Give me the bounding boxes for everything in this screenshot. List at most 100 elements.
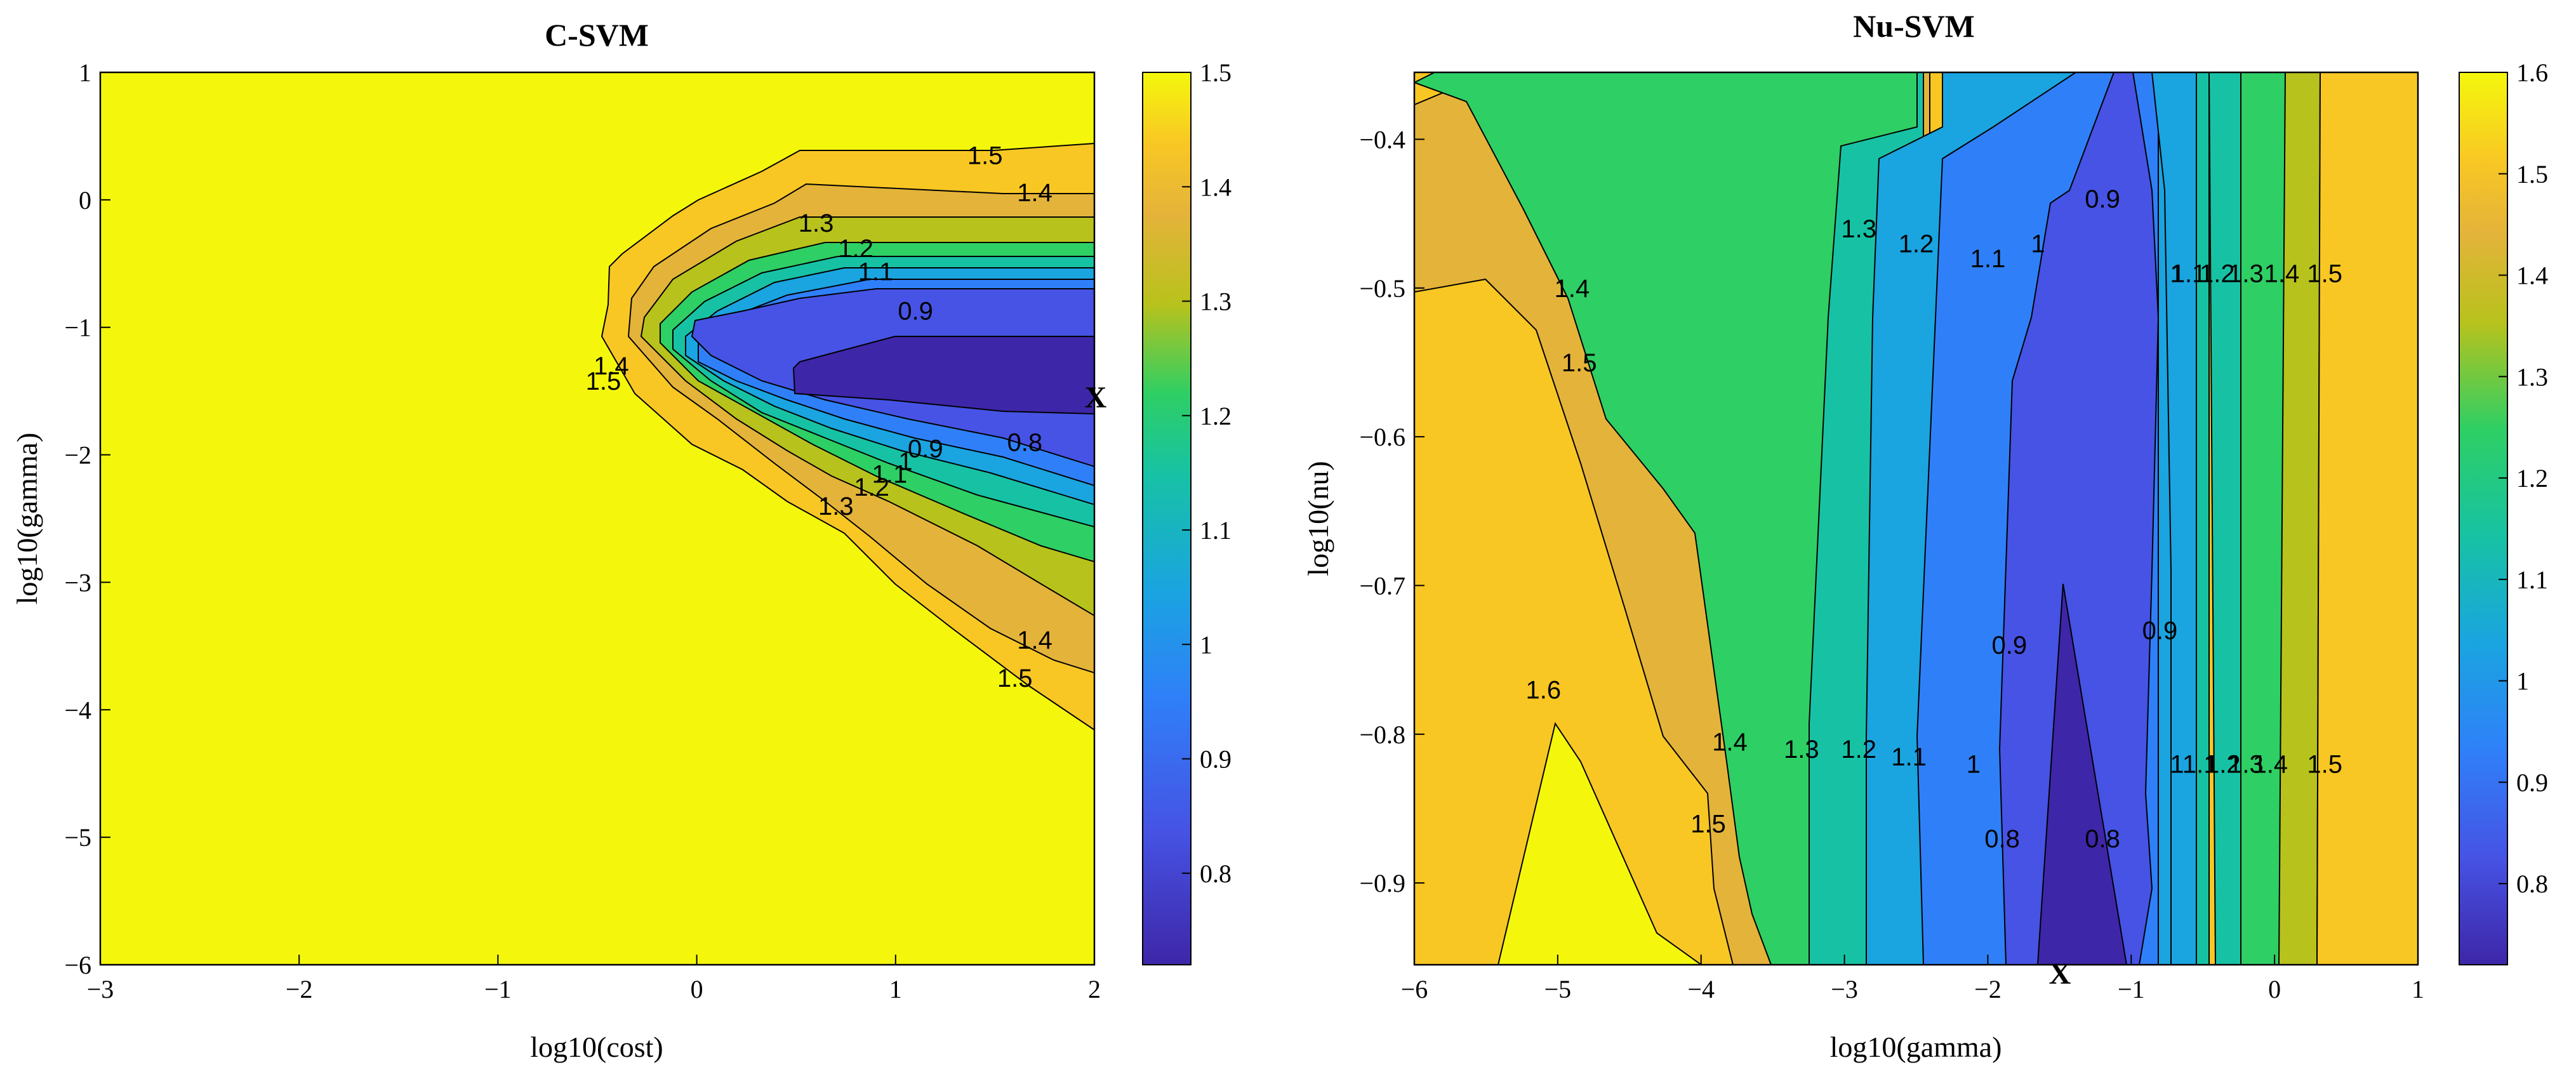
nusvm-colorbar-tick-label: 1.6 (2516, 58, 2548, 87)
csvm-colorbar-tick-label: 1.4 (1200, 173, 1232, 201)
nusvm-y-tick-label: −0.9 (1359, 869, 1405, 897)
nusvm-band-1.4-right (2278, 72, 2321, 965)
csvm-y-tick-label: −3 (64, 568, 91, 597)
csvm-x-tick-label: −1 (484, 975, 512, 1003)
nusvm-y-tick-label: −0.4 (1359, 125, 1405, 154)
nusvm-contour-label: 1.1 (2171, 260, 2207, 288)
nusvm-colorbar-tick-label: 0.9 (2516, 768, 2548, 797)
nusvm-contour-label: 1.5 (1562, 349, 1597, 377)
csvm-y-tick-label: −5 (64, 823, 91, 852)
csvm-min-marker: X (1085, 381, 1107, 414)
nusvm-band-0.8 (2036, 583, 2128, 965)
nusvm-y-tick-label: −0.7 (1359, 571, 1405, 600)
nusvm-x-tick-label: −2 (1974, 975, 2002, 1003)
csvm-contour-label: 1.5 (586, 367, 621, 395)
nusvm-band-0.9 (1998, 72, 2160, 965)
csvm-contour-label: 1.4 (1017, 179, 1052, 207)
csvm-contour-fill (100, 72, 1094, 965)
nusvm-colorbar-tick-label: 1.1 (2516, 566, 2548, 594)
nusvm-x-tick-label: −1 (2118, 975, 2145, 1003)
csvm-colorbar-tick-label: 1.5 (1200, 58, 1232, 87)
csvm-contour-label: 1.1 (858, 258, 894, 286)
csvm-colorbar (1142, 72, 1192, 965)
csvm-colorbar-ticks: 0.8 0.9 1 1.1 1.2 1.3 1.4 1.5 (1182, 58, 1232, 888)
nusvm-contour-label: 1.4 (2264, 260, 2300, 288)
nusvm-contour-label: 1.4 (1555, 275, 1590, 303)
csvm-x-tick-label: 2 (1088, 975, 1101, 1003)
nusvm-colorbar-tick-label: 1.5 (2516, 160, 2548, 189)
nusvm-x-tick-label: −5 (1544, 975, 1572, 1003)
nusvm-band-1.2-right (2208, 72, 2241, 965)
csvm-x-tick-label: −2 (286, 975, 313, 1003)
csvm-axes-box (99, 71, 1096, 966)
nusvm-band-1.3-right (2240, 72, 2286, 965)
csvm-y-tick-label: −6 (64, 951, 91, 979)
nusvm-contour-label: 1.2 (2205, 751, 2241, 779)
csvm-x-tick-label: 1 (889, 975, 902, 1003)
nusvm-contour-labels: 1.41.51.31.21.110.911.11.21.3 1.4 1.51.61.… (1525, 185, 2342, 853)
csvm-contour-label: 1.3 (818, 493, 854, 520)
nusvm-x-tick-label: 1 (2412, 975, 2424, 1003)
nusvm-band-1.6 (1497, 722, 1703, 965)
nusvm-colorbar-tick-label: 1.4 (2516, 261, 2548, 290)
nusvm-y-tick-label: −0.6 (1359, 423, 1405, 451)
csvm-band-0.8-inner (792, 336, 1094, 415)
nusvm-contour-label: 1.1 (1970, 245, 2006, 273)
nusvm-colorbar-tick-label: 0.8 (2516, 870, 2548, 898)
nusvm-y-tick-label: −0.8 (1359, 720, 1405, 749)
nusvm-band-1.1-right (2196, 72, 2210, 965)
nusvm-band-1.5-right (2316, 72, 2418, 965)
nusvm-colorbar-tick-label: 1.3 (2516, 362, 2548, 391)
csvm-y-tick-label: −2 (64, 441, 91, 470)
csvm-colorbar-tick-label: 1.1 (1200, 516, 1232, 545)
nusvm-contour-label: 1.4 (1712, 729, 1748, 757)
csvm-colorbar-tick-label: 0.9 (1200, 745, 1232, 774)
nusvm-contour-label: 1 (2031, 230, 2045, 258)
nusvm-contour-label: 1.5 (2307, 751, 2342, 779)
csvm-contour-label: 1 (898, 448, 912, 476)
nusvm-contour-label: 0.9 (2142, 617, 2178, 645)
csvm-y-tick-label: −4 (64, 696, 91, 724)
nusvm-title: Nu-SVM (1853, 8, 1975, 44)
nusvm-contour-label: 0.8 (1984, 825, 2020, 853)
csvm-contour-label: 1.3 (799, 209, 834, 237)
nusvm-x-tick-label: 0 (2268, 975, 2281, 1003)
nusvm-contour-label: 1.1 (2182, 751, 2218, 779)
nusvm-contour-label: 1.5 (1690, 810, 1726, 838)
csvm-xlabel: log10(cost) (530, 1031, 663, 1063)
nusvm-y-tick-label: −0.5 (1359, 274, 1405, 303)
csvm-contour-label: 0.9 (898, 298, 933, 326)
csvm-y-tick-label: 1 (79, 58, 91, 87)
nusvm-contour-label: 1.4 (2253, 751, 2288, 779)
nusvm-contour-label: 1 (1967, 751, 1981, 779)
csvm-colorbar-tick-label: 0.8 (1200, 859, 1232, 888)
csvm-y-tick-label: 0 (79, 186, 91, 215)
nusvm-colorbar-tick-label: 1.2 (2516, 464, 2548, 493)
nusvm-x-tick-label: −6 (1401, 975, 1428, 1003)
nusvm-band-1.0-right (2151, 72, 2197, 965)
nusvm-x-tick-label: −4 (1687, 975, 1715, 1003)
nusvm-x-ticks: −6 −5 −4 −3 −2 −1 0 1 (1401, 955, 2424, 1003)
nusvm-colorbar-tick-label: 1 (2516, 667, 2529, 696)
nusvm-ylabel: log10(nu) (1302, 461, 1334, 576)
nusvm-contour-label: 1.3 (2228, 751, 2264, 779)
nusvm-contour-label: 1.2 (1899, 230, 1934, 258)
csvm-x-tick-label: −3 (87, 975, 114, 1003)
nusvm-contour-label: 0.8 (2085, 825, 2120, 853)
csvm-colorbar-tick-label: 1.3 (1200, 288, 1232, 316)
csvm-contour-label: 1.5 (967, 142, 1003, 170)
nusvm-contour-label: 0.9 (2085, 185, 2120, 213)
nusvm-contour-label: 1.3 (2228, 260, 2264, 288)
nusvm-contour-label: 1.3 (1841, 215, 1876, 243)
csvm-colorbar-tick-label: 1 (1200, 630, 1212, 659)
nusvm-axes-box (1413, 71, 2419, 966)
nusvm-contour-label: 1.3 (1784, 736, 1819, 764)
nusvm-contour-fill (1414, 72, 2418, 965)
csvm-contour-label: 1.5 (997, 665, 1033, 692)
nusvm-colorbar-ticks: 0.8 0.9 1 1.1 1.2 1.3 1.4 1.5 1.6 (2499, 58, 2548, 898)
nusvm-min-marker: X (2049, 957, 2071, 991)
nusvm-xlabel: log10(gamma) (1830, 1031, 2002, 1063)
nusvm-contour-label: 1.5 (2307, 260, 2342, 288)
csvm-contour-label: 1.2 (854, 473, 889, 501)
